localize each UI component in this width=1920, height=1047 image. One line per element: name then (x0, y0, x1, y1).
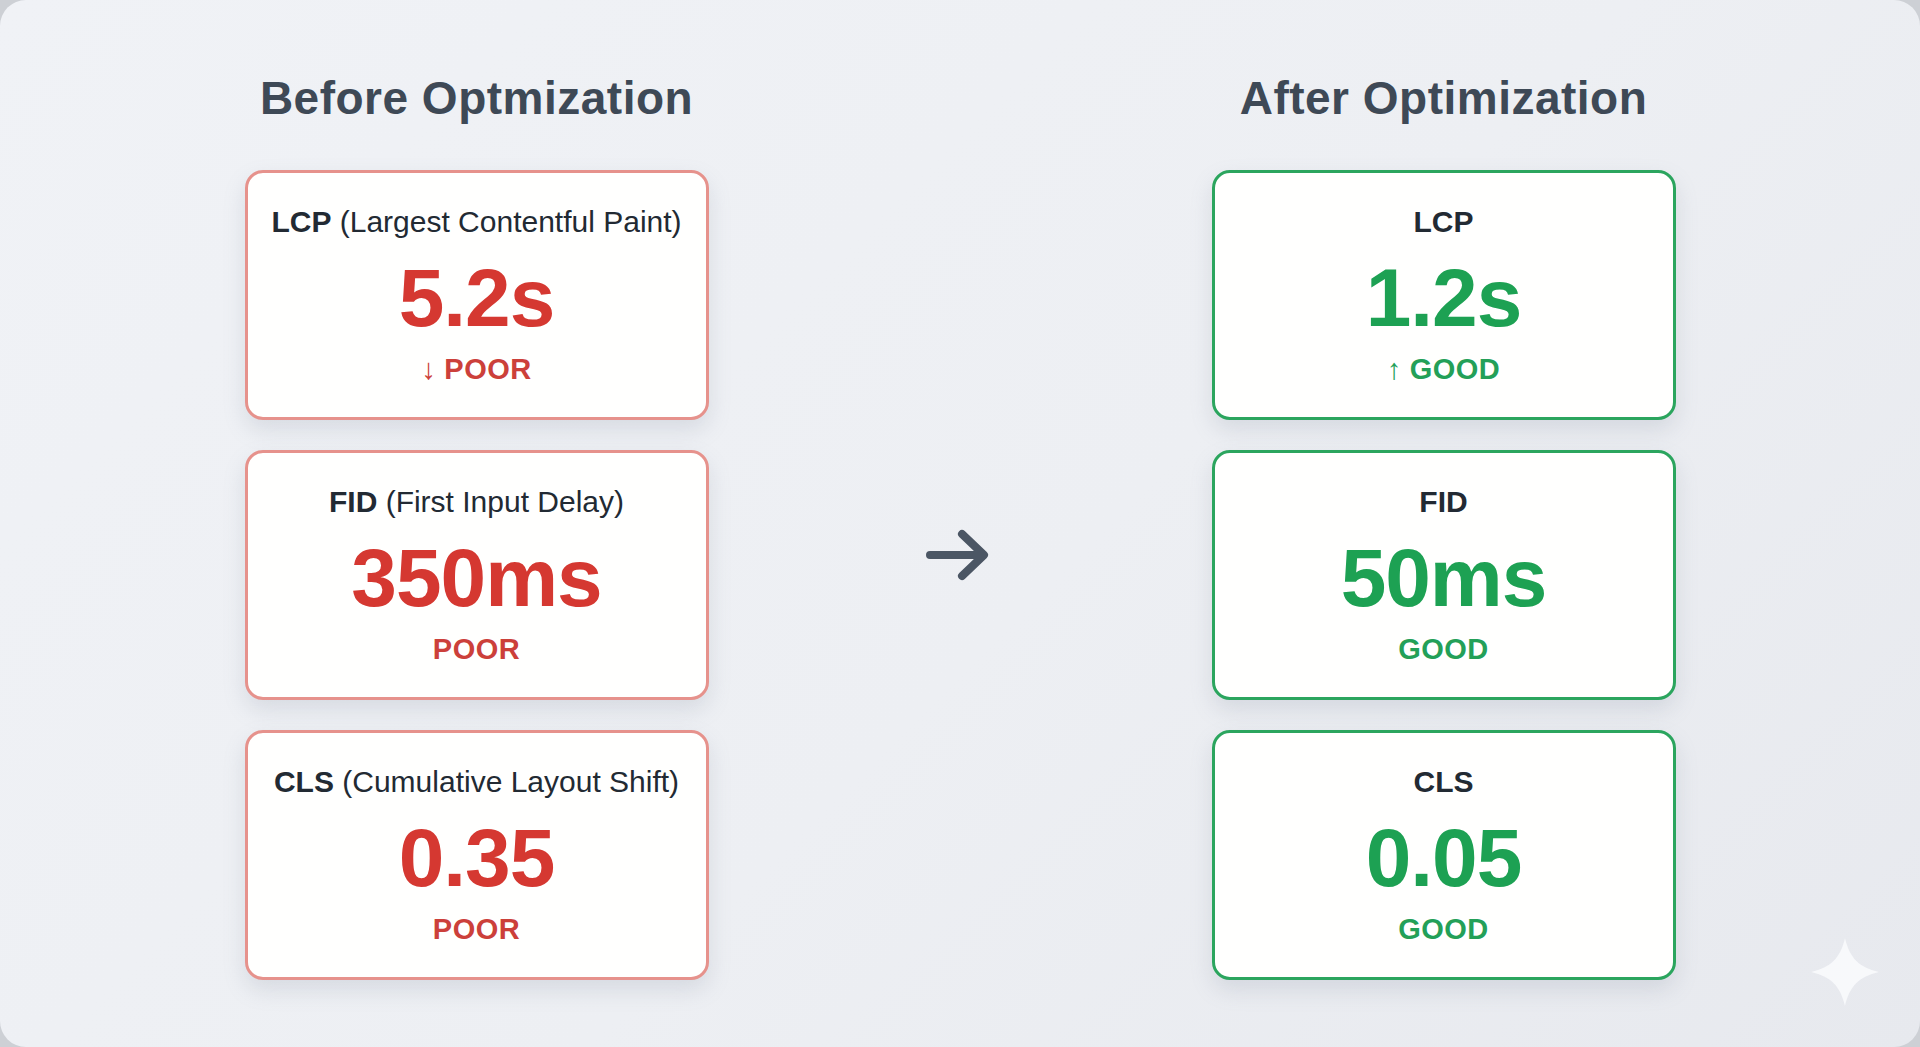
metric-code: FID (1419, 485, 1467, 518)
metric-value: 0.35 (399, 814, 555, 902)
before-column: Before Optmization LCP (Largest Contentf… (245, 70, 709, 980)
status-label: GOOD (1410, 353, 1501, 385)
metric-code: LCP (271, 205, 331, 238)
before-cards: LCP (Largest Contentful Paint) 5.2s ↓POO… (245, 170, 709, 980)
status-label: GOOD (1398, 633, 1489, 665)
transition-gap (709, 70, 1212, 980)
metric-value: 1.2s (1366, 254, 1522, 342)
metric-code: CLS (274, 765, 334, 798)
after-title: After Optimization (1212, 70, 1676, 126)
card-before-lcp: LCP (Largest Contentful Paint) 5.2s ↓POO… (245, 170, 709, 420)
metric-status: GOOD (1398, 912, 1489, 946)
metric-value: 50ms (1341, 534, 1547, 622)
card-after-fid: FID 50ms GOOD (1212, 450, 1676, 700)
after-column: After Optimization LCP 1.2s ↑GOOD FID (1212, 70, 1676, 980)
metric-value: 5.2s (399, 254, 555, 342)
card-after-lcp: LCP 1.2s ↑GOOD (1212, 170, 1676, 420)
comparison-stage: Before Optmization LCP (Largest Contentf… (0, 0, 1920, 980)
metric-title: CLS (Cumulative Layout Shift) (274, 764, 679, 800)
metric-status: POOR (433, 912, 520, 946)
metric-status: POOR (433, 632, 520, 666)
infographic-canvas: Before Optmization LCP (Largest Contentf… (0, 0, 1920, 1047)
card-before-cls: CLS (Cumulative Layout Shift) 0.35 POOR (245, 730, 709, 980)
status-label: POOR (444, 353, 531, 385)
status-label: GOOD (1398, 913, 1489, 945)
metric-description: (Cumulative Layout Shift) (342, 765, 679, 798)
metric-title: CLS (1414, 764, 1474, 800)
metric-value: 350ms (351, 534, 601, 622)
metric-status: GOOD (1398, 632, 1489, 666)
down-arrow-icon: ↓ (421, 353, 436, 385)
metric-title: LCP (1414, 204, 1474, 240)
metric-title: FID (First Input Delay) (329, 484, 624, 520)
right-arrow-icon (922, 521, 998, 589)
metric-description: (First Input Delay) (386, 485, 624, 518)
metric-title: LCP (Largest Contentful Paint) (271, 204, 681, 240)
metric-title: FID (1419, 484, 1467, 520)
metric-code: FID (329, 485, 377, 518)
metric-code: CLS (1414, 765, 1474, 798)
card-after-cls: CLS 0.05 GOOD (1212, 730, 1676, 980)
metric-value: 0.05 (1366, 814, 1522, 902)
status-label: POOR (433, 633, 520, 665)
card-before-fid: FID (First Input Delay) 350ms POOR (245, 450, 709, 700)
up-arrow-icon: ↑ (1387, 353, 1402, 385)
metric-status: ↓POOR (421, 352, 531, 386)
metric-status: ↑GOOD (1387, 352, 1501, 386)
metric-code: LCP (1414, 205, 1474, 238)
after-cards: LCP 1.2s ↑GOOD FID 50ms GOOD (1212, 170, 1676, 980)
metric-description: (Largest Contentful Paint) (340, 205, 682, 238)
sparkle-icon (1811, 938, 1879, 1006)
status-label: POOR (433, 913, 520, 945)
before-title: Before Optmization (245, 70, 709, 126)
